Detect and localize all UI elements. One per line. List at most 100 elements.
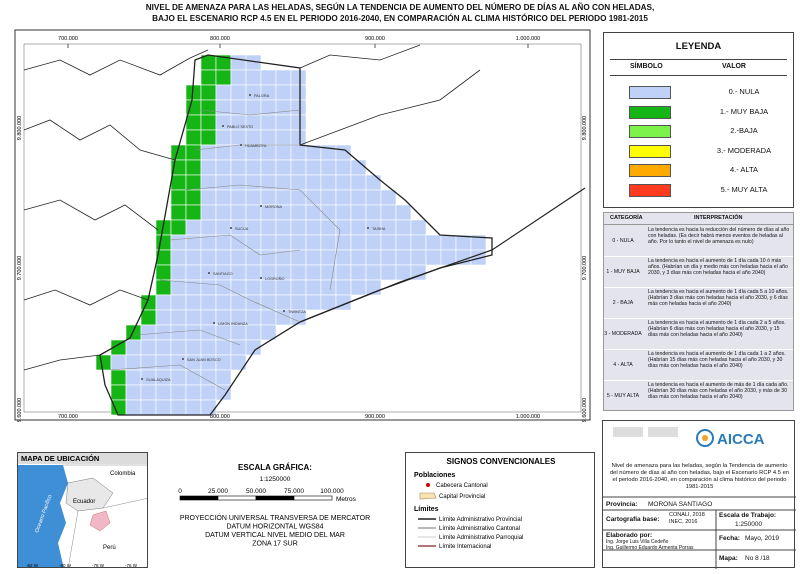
- signs-title: SIGNOS CONVENCIONALES: [447, 457, 557, 466]
- grid-cell: [275, 234, 292, 251]
- grid-cell: [260, 219, 277, 236]
- grid-cell: [170, 339, 187, 356]
- grid-cell: [200, 324, 217, 341]
- grid-cell: [215, 369, 232, 386]
- grid-cell: [200, 219, 217, 236]
- scale-segment: [255, 495, 295, 501]
- value-line: CONALI, 2018: [669, 512, 705, 518]
- grid-cell: [200, 294, 217, 311]
- grid-cell: [230, 84, 247, 101]
- aicca-logo-mark: [702, 435, 708, 441]
- grid-cell: [365, 264, 382, 281]
- grid-cell: [185, 144, 202, 161]
- field-value: CONALI, 2018 INEC, 2016: [669, 512, 705, 526]
- legend-label: 3.- MODERADA: [716, 145, 772, 155]
- lon-label: -78 W: [92, 563, 105, 568]
- projection-line: ZONA 17 SUR: [252, 541, 298, 548]
- field-label: Fecha:: [719, 535, 740, 542]
- grid-cell: [155, 234, 172, 251]
- grid-cell: [275, 129, 292, 146]
- x-coord-label: 1.000.000: [516, 36, 540, 42]
- grid-cell: [230, 159, 247, 176]
- grid-cell: [200, 99, 217, 116]
- boundary: [184, 184, 341, 291]
- sea: [18, 465, 68, 567]
- grid-cell: [170, 354, 187, 371]
- projection: PROYECCIÓN UNIVERSAL TRANSVERSA DE MERCA…: [180, 513, 370, 548]
- grid-cell: [290, 129, 307, 146]
- limit-items: Límite Administrativo Provincial Límite A…: [418, 517, 523, 550]
- grid-cell: [110, 384, 127, 401]
- grid-cell: [365, 249, 382, 266]
- category-cell: 1 - MUY BAJA: [606, 268, 640, 275]
- aicca-logo: AICCA: [717, 431, 765, 448]
- grid-cell: [185, 114, 202, 131]
- grid-cell: [185, 384, 202, 401]
- value-line: Ing. Jorge Luis Villa Cedeño: [606, 539, 669, 545]
- interpretation-table: CATEGORÍA INTERPRETACIÓN 0 - NULA La tend…: [603, 212, 794, 412]
- grid-cell: [245, 129, 262, 146]
- grid-cell: [125, 384, 142, 401]
- grid-cell: [200, 69, 217, 86]
- legend-label: 5.- MUY ALTA: [720, 184, 768, 194]
- grid-cell: [260, 309, 277, 326]
- grid-cell: [410, 219, 427, 236]
- grid-cell: [305, 264, 322, 281]
- grid-cell: [155, 279, 172, 296]
- grid-cell: [275, 114, 292, 131]
- grid-cell: [290, 84, 307, 101]
- grid-cell: [155, 264, 172, 281]
- text-cell: La tendencia es hacia la reducción del n…: [648, 227, 790, 245]
- grid-cell: [335, 219, 352, 236]
- grid-cell: [95, 354, 112, 371]
- description: Nivel de amenaza para las heladas, según…: [609, 463, 790, 490]
- grid-cell: [395, 249, 412, 266]
- table-row: 4 - ALTA La tendencia es hacia el aumento…: [604, 349, 793, 381]
- legend-swatch: [629, 183, 671, 197]
- town-dot: [367, 227, 369, 229]
- grid-cell: [245, 264, 262, 281]
- grid-cell: [365, 174, 382, 191]
- grid-cell: [110, 399, 127, 416]
- category-cell: 2 - BAJA: [612, 299, 634, 306]
- grid-cell: [170, 174, 187, 191]
- grid-cell: [185, 129, 202, 146]
- grid-cell: [245, 159, 262, 176]
- info-panel: AICCA Nivel de amenaza para las heladas,…: [602, 420, 796, 569]
- provincial-capital-symbol: [419, 492, 437, 500]
- grid-cell: [170, 234, 187, 251]
- grid-cell: [170, 324, 187, 341]
- grid-cell: [140, 384, 157, 401]
- grid-cell: [245, 294, 262, 311]
- grid-cell: [230, 69, 247, 86]
- grid-cell: [260, 279, 277, 296]
- field-value: Mayo, 2019: [745, 535, 779, 542]
- town-dot: [222, 125, 224, 127]
- grid-cell: [200, 84, 217, 101]
- grid-cell: [200, 369, 217, 386]
- grid-cell: [275, 69, 292, 86]
- grid-cell: [320, 219, 337, 236]
- town-dot: [260, 205, 262, 207]
- grid-cell: [410, 234, 427, 251]
- grid-cell: [125, 369, 142, 386]
- location-map: MAPA DE UBICACIÓN Colombia Ecuador Perú …: [17, 452, 148, 568]
- legend-col: SÍMBOLO: [630, 63, 663, 70]
- field-label: Mapa:: [719, 555, 738, 562]
- place-label: GUALAQUIZA: [146, 378, 171, 382]
- x-coord-label: 900.000: [365, 36, 385, 42]
- grid-cell: [380, 249, 397, 266]
- grid-cell: [215, 279, 232, 296]
- field-value: MORONA SANTIAGO: [648, 501, 713, 508]
- grid-cell: [170, 264, 187, 281]
- town-dot: [230, 227, 232, 229]
- hazard-grid: [95, 54, 487, 416]
- legend-title: LEYENDA: [675, 41, 722, 52]
- grid-cell: [230, 189, 247, 206]
- grid-cell: [350, 234, 367, 251]
- grid-cell: [185, 399, 202, 416]
- scale-unit: Metros: [336, 496, 357, 503]
- grid-cell: [320, 159, 337, 176]
- grid-cell: [170, 384, 187, 401]
